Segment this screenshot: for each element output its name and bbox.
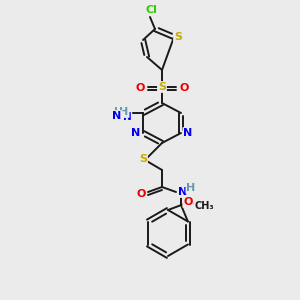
Text: Cl: Cl [145, 5, 157, 15]
Text: N: N [131, 128, 141, 138]
Text: O: O [135, 83, 145, 93]
Text: H: H [186, 183, 196, 193]
Text: S: S [174, 32, 182, 42]
Text: N: N [123, 112, 131, 122]
Text: H: H [119, 107, 129, 117]
Text: S: S [139, 154, 147, 164]
Text: N: N [112, 111, 122, 121]
Text: N: N [178, 187, 188, 197]
Text: O: O [136, 189, 146, 199]
Text: N: N [183, 128, 193, 138]
Text: O: O [183, 197, 193, 207]
Text: O: O [179, 83, 189, 93]
Text: CH₃: CH₃ [194, 201, 214, 211]
Text: H: H [114, 107, 122, 117]
Text: S: S [158, 82, 166, 92]
Text: H: H [115, 107, 123, 117]
